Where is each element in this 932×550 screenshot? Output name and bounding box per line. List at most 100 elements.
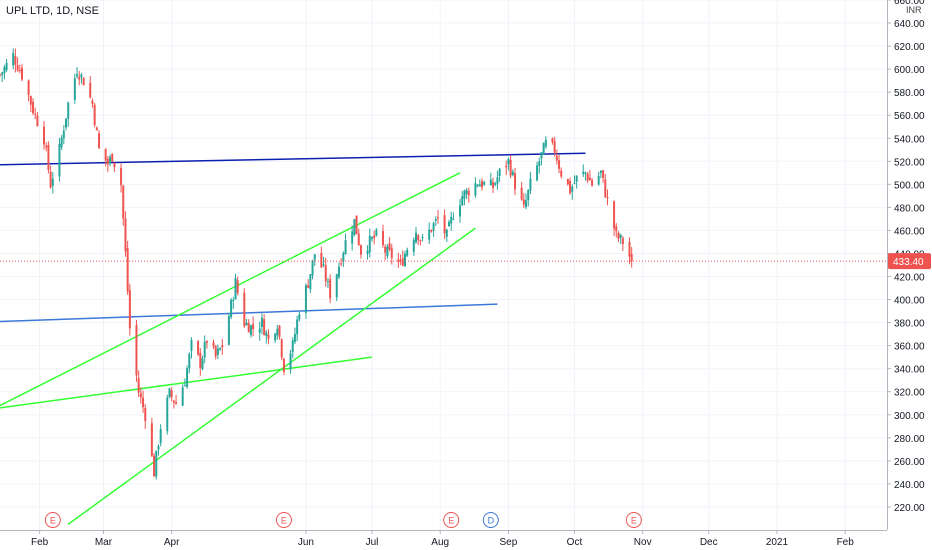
candle-body — [388, 243, 391, 250]
candle-body — [188, 353, 191, 369]
candle-body — [36, 115, 39, 127]
candle-body — [566, 178, 569, 185]
candle-body — [67, 102, 70, 119]
candle-body — [399, 260, 402, 262]
y-tick-label: 340.00 — [894, 365, 925, 376]
candle-body — [80, 74, 83, 77]
last-price-label: 433.40 — [888, 253, 931, 270]
candle-body — [414, 232, 417, 243]
candle-body — [419, 240, 422, 242]
candle-body — [62, 130, 65, 139]
event-label: D — [488, 516, 495, 526]
candle-body — [32, 101, 35, 114]
y-tick-label: 560.00 — [894, 111, 925, 122]
candle-body — [602, 170, 605, 178]
x-tick-label: Feb — [31, 537, 49, 548]
candle-body — [170, 390, 173, 398]
event-marker[interactable]: E — [275, 512, 292, 528]
candle-body — [390, 248, 393, 258]
candle-body — [309, 274, 312, 290]
x-tick-label: Feb — [837, 537, 855, 548]
candle-body — [201, 358, 204, 370]
candle-body — [234, 277, 237, 300]
candle-body — [29, 96, 32, 105]
candle-body — [258, 328, 261, 333]
candle-body — [551, 138, 554, 143]
candle-body — [320, 252, 323, 268]
candle-body — [236, 280, 239, 293]
candle-body — [322, 264, 325, 266]
y-tick-label: 520.00 — [894, 157, 925, 168]
event-label: E — [631, 516, 637, 526]
candle-body — [243, 292, 246, 327]
candle-body — [606, 197, 609, 199]
candle-body — [324, 265, 327, 282]
candle-body — [496, 177, 499, 184]
candle-body — [615, 226, 618, 232]
candle-body — [436, 217, 439, 219]
candle-body — [311, 259, 314, 276]
candle-body — [150, 423, 153, 456]
candle-body — [51, 178, 54, 186]
candle-body — [412, 239, 415, 252]
y-tick-label: 240.00 — [894, 480, 925, 491]
time-axis: Feb Mar Apr Jun Jul Aug Sep Oct Nov Dec 2021 Feb — [0, 530, 887, 548]
candle-body — [588, 177, 591, 181]
candle-body — [337, 266, 340, 278]
candle-body — [335, 274, 338, 298]
y-tick-label: 480.00 — [894, 203, 925, 214]
event-marker[interactable]: E — [443, 512, 460, 528]
y-tick-label: 600.00 — [894, 65, 925, 76]
candle-body — [276, 328, 279, 336]
candle-body — [307, 285, 310, 288]
candle-body — [5, 62, 8, 71]
candle-body — [296, 319, 299, 335]
x-tick-label: Mar — [95, 537, 113, 548]
event-marker[interactable]: D — [482, 512, 499, 528]
candle-body — [82, 77, 85, 86]
y-tick-label: 580.00 — [894, 88, 925, 99]
candle-body — [139, 393, 142, 398]
candle-body — [428, 229, 431, 240]
candle-body — [630, 254, 633, 262]
candle-body — [157, 446, 160, 450]
trend-line — [0, 172, 461, 407]
candle-body — [16, 65, 19, 71]
event-circle — [482, 512, 499, 528]
candle-body — [613, 201, 616, 229]
candle-body — [159, 428, 162, 444]
candle-body — [190, 340, 193, 351]
event-marker[interactable]: E — [44, 512, 61, 528]
event-circle — [44, 512, 61, 528]
candle-body — [199, 352, 202, 368]
event-label: E — [50, 516, 56, 526]
candle-body — [448, 221, 451, 227]
event-circle — [625, 512, 642, 528]
candle-body — [467, 190, 470, 196]
candle-body — [401, 258, 404, 266]
x-tick-label: Nov — [634, 537, 652, 548]
candle-body — [366, 250, 369, 255]
candle-body — [168, 388, 171, 398]
last-price-badge — [888, 253, 931, 270]
candle-body — [278, 325, 281, 337]
y-tick-label: 360.00 — [894, 342, 925, 353]
candle-body — [560, 170, 563, 177]
event-marker[interactable]: E — [625, 512, 642, 528]
candle-body — [78, 76, 81, 80]
candle-body — [181, 387, 184, 406]
candle-body — [483, 182, 486, 185]
x-tick-label: Apr — [164, 537, 180, 548]
candle-body — [527, 189, 530, 201]
y-tick-label: 400.00 — [894, 296, 925, 307]
y-tick-label: 640.00 — [894, 19, 925, 30]
candle-body — [216, 348, 219, 355]
candle-body — [249, 325, 252, 336]
trend-line — [0, 303, 498, 323]
candle-body — [591, 180, 594, 186]
candle-body — [628, 241, 631, 257]
candle-body — [397, 259, 400, 262]
grid — [0, 0, 887, 530]
